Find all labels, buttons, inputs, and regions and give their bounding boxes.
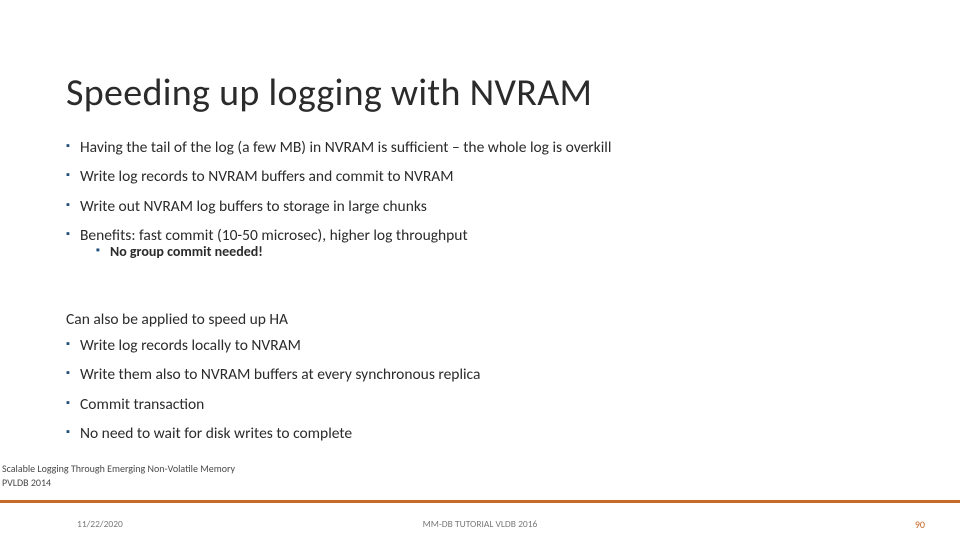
reference-line: PVLDB 2014 xyxy=(2,476,235,490)
footer-center-text: MM-DB TUTORIAL VLDB 2016 xyxy=(0,518,960,530)
reference-line: Scalable Logging Through Emerging Non-Vo… xyxy=(2,462,235,476)
footer-page-number: 90 xyxy=(915,518,925,531)
footer: 11/22/2020 MM-DB TUTORIAL VLDB 2016 90 xyxy=(0,500,960,540)
bullet-list-1: Having the tail of the log (a few MB) in… xyxy=(66,138,896,270)
slide-title: Speeding up logging with NVRAM xyxy=(66,70,592,116)
sub-bullet-list: No group commit needed! xyxy=(96,243,896,261)
footer-accent-bar xyxy=(0,500,960,503)
mid-text: Can also be applied to speed up HA xyxy=(66,310,288,329)
bullet-item: Commit transaction xyxy=(66,395,896,414)
bullet-item: Write them also to NVRAM buffers at ever… xyxy=(66,365,896,384)
bullet-list-2: Write log records locally to NVRAM Write… xyxy=(66,336,896,454)
bullet-item: Write log records to NVRAM buffers and c… xyxy=(66,167,896,186)
sub-bullet-item: No group commit needed! xyxy=(96,243,896,261)
bullet-item: Having the tail of the log (a few MB) in… xyxy=(66,138,896,157)
bullet-item: Benefits: fast commit (10-50 microsec), … xyxy=(66,226,896,260)
bullet-item: Write log records locally to NVRAM xyxy=(66,336,896,355)
reference-text: Scalable Logging Through Emerging Non-Vo… xyxy=(2,462,235,489)
bullet-item: No need to wait for disk writes to compl… xyxy=(66,424,896,443)
bullet-item: Write out NVRAM log buffers to storage i… xyxy=(66,197,896,216)
slide: Speeding up logging with NVRAM Having th… xyxy=(0,0,960,540)
